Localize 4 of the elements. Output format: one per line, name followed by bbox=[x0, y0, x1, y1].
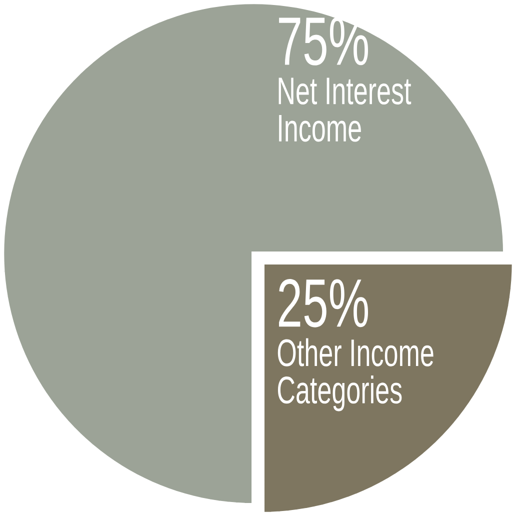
data-label: 25% bbox=[279, 278, 368, 328]
slice-label: Other Income Categories bbox=[278, 338, 434, 412]
data-label: 75% bbox=[279, 17, 368, 66]
slice-label: Net Interest Income bbox=[278, 78, 412, 142]
